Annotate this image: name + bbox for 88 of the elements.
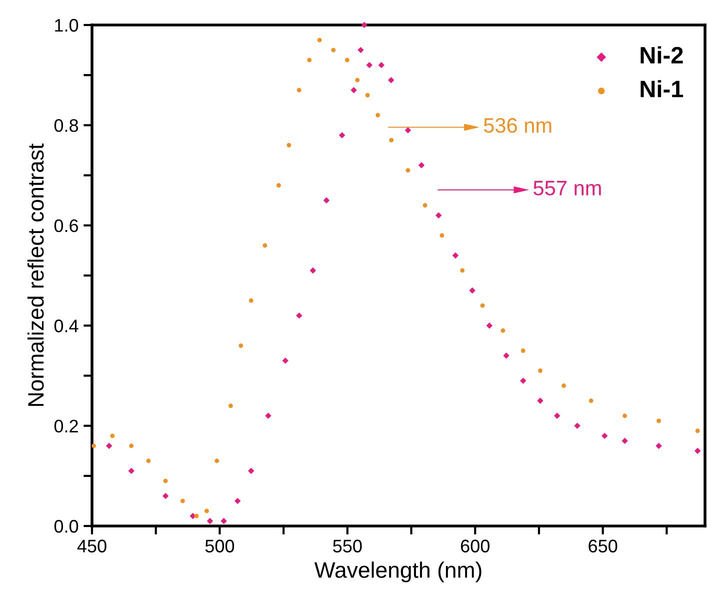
point [622, 414, 627, 418]
point [694, 448, 701, 454]
legend-label: Ni-1 [640, 80, 684, 98]
annotation: 557 nm [534, 180, 601, 196]
point [110, 434, 115, 438]
point [460, 268, 465, 273]
point [389, 138, 394, 142]
y-tick-label: 0.2 [54, 420, 78, 433]
point [180, 498, 185, 504]
x-tick-label: 650 [588, 540, 618, 552]
point [538, 368, 542, 373]
point [129, 444, 134, 448]
point [365, 92, 370, 98]
point [554, 412, 560, 419]
point [469, 287, 476, 294]
point [355, 78, 360, 82]
point [331, 48, 336, 52]
point [520, 378, 526, 384]
y-tick-label: 0.8 [54, 119, 78, 132]
point [214, 458, 220, 464]
x-tick-label: 600 [460, 540, 490, 552]
point [376, 112, 380, 118]
point [602, 432, 608, 439]
y-tick-label: 0.6 [54, 219, 78, 232]
point [422, 203, 428, 208]
point [452, 252, 459, 259]
y-tick-label: 0.4 [54, 320, 78, 332]
point [656, 442, 662, 449]
point [204, 508, 209, 514]
point [480, 303, 485, 308]
point [404, 127, 412, 134]
point [435, 212, 442, 218]
x-tick-label: 450 [77, 540, 106, 552]
point [378, 62, 384, 68]
legend-label: Ni-2 [640, 46, 683, 64]
point [282, 358, 288, 364]
point [106, 442, 112, 449]
point [296, 312, 302, 319]
y-tick-label: 1.0 [55, 18, 78, 32]
point [296, 88, 302, 92]
point [162, 492, 169, 500]
point [695, 428, 700, 434]
point [350, 87, 357, 94]
annotation: 536 nm [484, 118, 552, 133]
x-axis-title: Wavelength (nm) [314, 562, 482, 582]
point [574, 422, 580, 429]
point [344, 58, 350, 62]
point [486, 322, 493, 329]
point [128, 468, 134, 474]
point [358, 46, 364, 54]
point [366, 62, 372, 68]
point [286, 143, 292, 148]
point [440, 233, 444, 238]
point [588, 398, 594, 403]
point [418, 162, 425, 168]
point [248, 468, 254, 474]
point [238, 343, 244, 348]
point [622, 438, 628, 444]
point [503, 352, 510, 359]
point [228, 404, 233, 408]
point [656, 418, 661, 423]
y-tick-label: 0.0 [54, 520, 78, 533]
point [265, 412, 272, 419]
point [520, 348, 526, 353]
point [310, 267, 316, 274]
point [276, 183, 281, 188]
y-axis-title: Normalized reflect contrast [27, 144, 44, 406]
point [92, 444, 96, 448]
point [248, 298, 254, 303]
point [406, 168, 410, 172]
point [220, 518, 227, 524]
point [194, 514, 199, 518]
point [163, 478, 168, 484]
point [323, 197, 330, 204]
point [361, 22, 368, 28]
point [262, 243, 268, 248]
point [500, 328, 506, 333]
point [206, 518, 214, 524]
point [307, 58, 312, 62]
point [234, 498, 241, 504]
point [562, 384, 566, 388]
point [146, 458, 151, 464]
x-tick-label: 500 [205, 540, 234, 552]
point [317, 38, 322, 42]
point [388, 77, 394, 84]
point [338, 132, 346, 138]
point [537, 398, 544, 404]
x-tick-label: 550 [333, 540, 362, 552]
